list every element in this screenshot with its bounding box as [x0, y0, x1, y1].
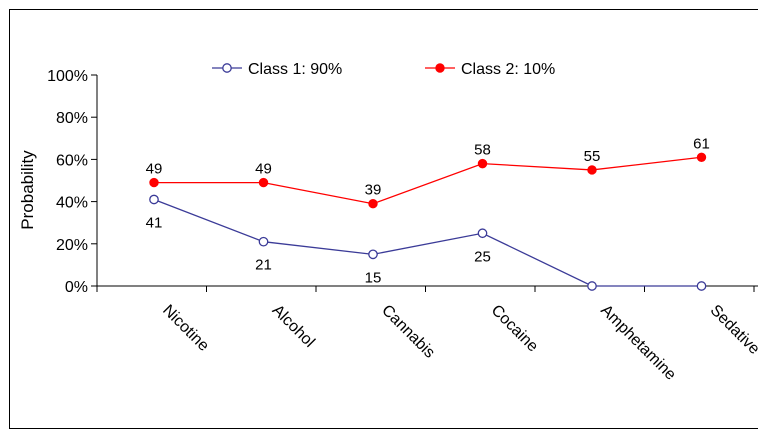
series-line — [153, 198, 702, 287]
data-label: 41 — [146, 214, 163, 231]
legend-label: Class 1: 90% — [248, 61, 342, 78]
y-tick-label: 100% — [47, 68, 88, 85]
data-point — [149, 194, 159, 205]
y-tick-label: 40% — [56, 195, 88, 212]
y-tick-label: 0% — [65, 279, 88, 296]
legend: Class 1: 90% Class 2: 10% — [212, 61, 555, 78]
data-labels: 41 21 15 25 49 49 39 58 55 61 — [146, 135, 710, 286]
chart-frame — [9, 9, 758, 429]
data-label: 49 — [255, 161, 272, 178]
data-point — [368, 199, 378, 209]
legend-marker — [222, 63, 232, 73]
x-category-labels: Nicotine Alcohol Cannabis Cocaine Amphetamin… — [159, 302, 758, 384]
data-point — [368, 249, 378, 260]
data-point — [258, 236, 269, 247]
y-tick-label: 80% — [56, 110, 88, 127]
data-label: 15 — [365, 269, 382, 286]
data-point — [477, 228, 488, 239]
series-lines — [149, 152, 707, 291]
data-label: 39 — [365, 182, 382, 199]
category-label: Sedative — [707, 302, 758, 358]
data-label: 58 — [474, 142, 491, 159]
legend-marker — [435, 63, 445, 73]
category-label: Amphetamine — [597, 302, 679, 384]
y-tick-label: 60% — [56, 152, 88, 169]
line-chart: 0% 20% 40% 60% 80% 100% Nicotine Alcohol Cannab… — [18, 61, 758, 384]
data-label: 49 — [146, 161, 163, 178]
data-point — [477, 158, 488, 169]
data-label: 61 — [693, 135, 710, 152]
y-axis-label: Probability — [18, 150, 37, 230]
data-point — [587, 165, 597, 175]
data-point — [149, 177, 159, 188]
data-label: 55 — [584, 148, 601, 165]
series-line — [154, 156, 702, 205]
category-label: Nicotine — [159, 302, 212, 355]
data-label: 21 — [255, 257, 272, 274]
data-point — [696, 281, 707, 291]
data-point — [587, 281, 597, 291]
data-label: 25 — [474, 248, 491, 265]
axes — [91, 74, 758, 292]
data-point — [696, 152, 707, 162]
data-point — [258, 177, 269, 188]
category-label: Cocaine — [488, 302, 542, 356]
category-label: Alcohol — [269, 302, 318, 351]
category-label: Cannabis — [378, 302, 438, 362]
legend-label: Class 2: 10% — [461, 61, 555, 78]
y-tick-label: 20% — [56, 237, 88, 254]
y-tick-labels: 0% 20% 40% 60% 80% 100% — [47, 68, 88, 296]
